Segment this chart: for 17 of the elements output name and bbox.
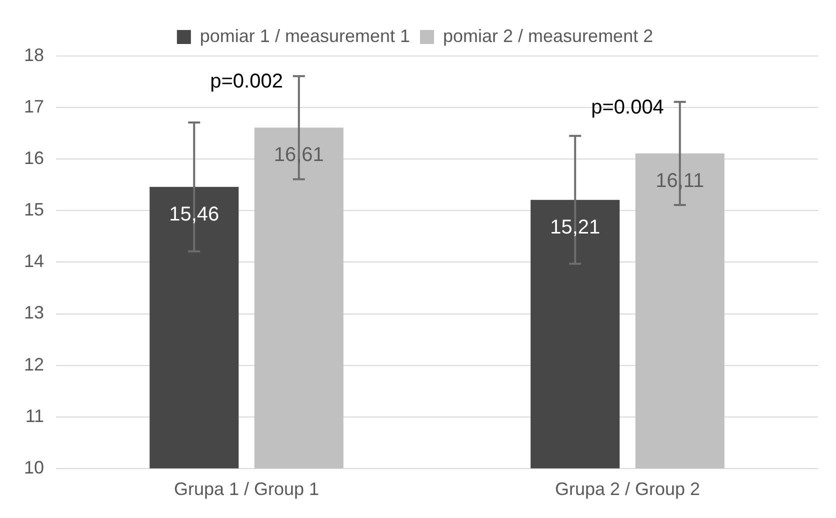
y-tick-label: 11 — [25, 406, 44, 426]
y-tick-label: 16 — [24, 148, 44, 168]
y-tick-label: 17 — [24, 96, 44, 117]
y-tick-label: 15 — [24, 200, 44, 220]
y-tick-label: 14 — [24, 251, 44, 272]
legend-label: pomiar 2 / measurement 2 — [443, 26, 654, 46]
y-tick-label: 10 — [24, 457, 44, 478]
x-tick-label: Grupa 1 / Group 1 — [174, 479, 320, 500]
data-label: 15,21 — [550, 216, 600, 238]
y-tick-label: 18 — [24, 44, 44, 65]
annotation: p=0.004 — [591, 96, 664, 118]
data-label: 15,46 — [169, 203, 220, 226]
annotation: p=0.002 — [210, 70, 283, 93]
y-tick-label: 13 — [24, 302, 44, 323]
legend-label: pomiar 1 / measurement 1 — [200, 26, 410, 46]
x-tick-label: Grupa 2 / Group 2 — [554, 479, 700, 500]
y-tick-label: 12 — [24, 354, 44, 374]
